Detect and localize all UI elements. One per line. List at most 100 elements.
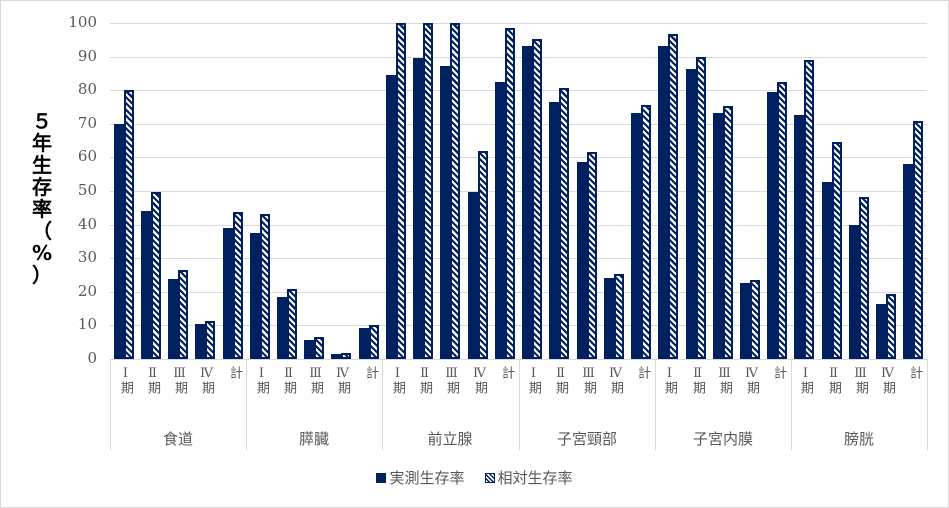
bar-relative	[668, 34, 678, 359]
bar-relative	[614, 274, 624, 359]
legend-item: 実測生存率	[376, 467, 465, 488]
legend: 実測生存率 相対生存率	[0, 467, 949, 488]
y-axis-title-char: ５	[32, 109, 52, 133]
bar-actual	[577, 162, 587, 359]
bar-actual	[549, 102, 559, 359]
y-tick-label: 10	[77, 315, 97, 333]
bar-actual	[386, 75, 396, 359]
stage-label: Ⅳ期	[199, 366, 214, 394]
bar-actual	[522, 46, 532, 359]
stage-label: Ⅲ期	[308, 366, 323, 394]
bar-relative	[233, 212, 243, 359]
gridline	[110, 90, 927, 91]
y-tick-label: 30	[77, 248, 97, 266]
bar-actual	[767, 92, 777, 359]
bar-relative	[750, 280, 760, 359]
bar-actual	[223, 228, 233, 359]
stage-label: Ⅳ期	[608, 366, 623, 394]
y-tick-label: 20	[77, 282, 97, 300]
group-label: 食道	[162, 430, 193, 448]
bar-actual	[359, 328, 369, 359]
gridline	[110, 124, 927, 125]
group-label: 子宮頸部	[556, 430, 617, 448]
bar-actual	[304, 340, 314, 359]
bar-relative	[287, 289, 297, 359]
y-axis-title-char: 率	[32, 197, 52, 221]
bar-actual	[413, 58, 423, 359]
stage-label: 計	[227, 366, 242, 379]
stage-label: 計	[907, 366, 922, 379]
axis-divider	[655, 359, 656, 450]
bar-actual	[794, 115, 804, 359]
gridline	[110, 23, 927, 24]
y-tick-label: 50	[77, 181, 97, 199]
stage-label: 計	[635, 366, 650, 379]
axis-divider	[927, 359, 928, 450]
group-label: 膀胱	[843, 430, 874, 448]
bar-actual	[495, 82, 505, 359]
bar-relative	[859, 197, 869, 359]
bar-relative	[832, 142, 842, 359]
legend-label: 相対生存率	[497, 469, 573, 487]
bar-relative	[777, 82, 787, 359]
y-axis-title-char: %	[31, 241, 53, 265]
x-axis-line	[110, 359, 927, 360]
hatched-square-icon	[484, 472, 495, 483]
axis-divider	[382, 359, 383, 450]
bar-relative	[369, 325, 379, 359]
stage-label: Ⅳ期	[472, 366, 487, 394]
bar-actual	[849, 225, 859, 359]
stage-label: Ⅳ期	[744, 366, 759, 394]
bar-actual	[440, 66, 450, 359]
stage-label: Ⅲ期	[581, 366, 596, 394]
y-tick-label: 40	[77, 215, 97, 233]
y-axis-title-char: 生	[32, 153, 52, 177]
axis-divider	[246, 359, 247, 450]
bar-actual	[331, 354, 341, 359]
bar-actual	[876, 304, 886, 359]
stage-label: Ⅳ期	[880, 366, 895, 394]
stage-label: Ⅰ期	[118, 366, 133, 394]
gridline	[110, 292, 927, 293]
y-tick-label: 80	[77, 80, 97, 98]
bar-actual	[686, 69, 696, 359]
y-axis-title-char: 年	[32, 131, 52, 155]
bar-actual	[631, 113, 641, 359]
stage-label: Ⅰ期	[254, 366, 269, 394]
gridline	[110, 258, 927, 259]
bar-actual	[822, 182, 832, 359]
bar-relative	[587, 152, 597, 359]
stage-label: Ⅱ期	[553, 366, 568, 394]
bar-relative	[696, 57, 706, 359]
group-label: 膵臓	[298, 430, 329, 448]
bar-actual	[168, 279, 178, 359]
bar-relative	[450, 23, 460, 359]
bar-relative	[532, 39, 542, 359]
bar-relative	[260, 214, 270, 359]
bar-actual	[903, 164, 913, 359]
group-label: 子宮内膜	[692, 430, 753, 448]
y-tick-label: 70	[77, 114, 97, 132]
stage-label: Ⅲ期	[717, 366, 732, 394]
bar-relative	[423, 23, 433, 359]
bar-relative	[341, 353, 351, 359]
bar-actual	[277, 297, 287, 359]
stage-label: Ⅲ期	[444, 366, 459, 394]
bar-relative	[396, 23, 406, 359]
y-axis-title-char: ）	[32, 263, 52, 287]
bar-actual	[713, 113, 723, 359]
stage-label: Ⅲ期	[853, 366, 868, 394]
gridline	[110, 325, 927, 326]
y-axis-title-char: （	[32, 219, 52, 243]
bar-relative	[559, 88, 569, 359]
bar-relative	[804, 60, 814, 359]
y-tick-label: 100	[68, 13, 97, 31]
stage-label: Ⅰ期	[390, 366, 405, 394]
bar-relative	[205, 321, 215, 359]
bar-relative	[151, 192, 161, 359]
stage-label: 計	[499, 366, 514, 379]
stage-label: 計	[771, 366, 786, 379]
bar-relative	[314, 337, 324, 359]
y-axis-title-char: 存	[32, 175, 52, 199]
bar-actual	[250, 233, 260, 359]
